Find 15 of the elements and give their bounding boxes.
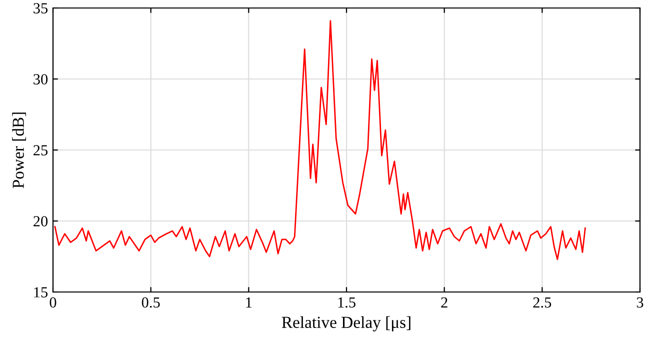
x-tick-label: 3 [636,297,644,308]
x-tick-label: 0 [50,297,56,308]
y-tick-label: 25 [34,145,48,156]
x-tick-label: 1 [246,297,252,308]
x-tick-label: 2 [441,297,448,308]
y-axis-title: Power [dB] [12,112,26,188]
y-tick-label: 30 [34,74,48,84]
x-tick-label: 0.5 [142,297,160,308]
y-tick-label: 15 [34,287,48,298]
x-axis-title: Relative Delay [μs] [282,316,410,332]
x-tick-label: 2.5 [533,297,552,308]
y-tick-label: 35 [34,3,48,14]
line-series [54,20,586,260]
y-tick-label: 20 [34,216,48,226]
x-tick-label: 1.5 [338,297,356,308]
